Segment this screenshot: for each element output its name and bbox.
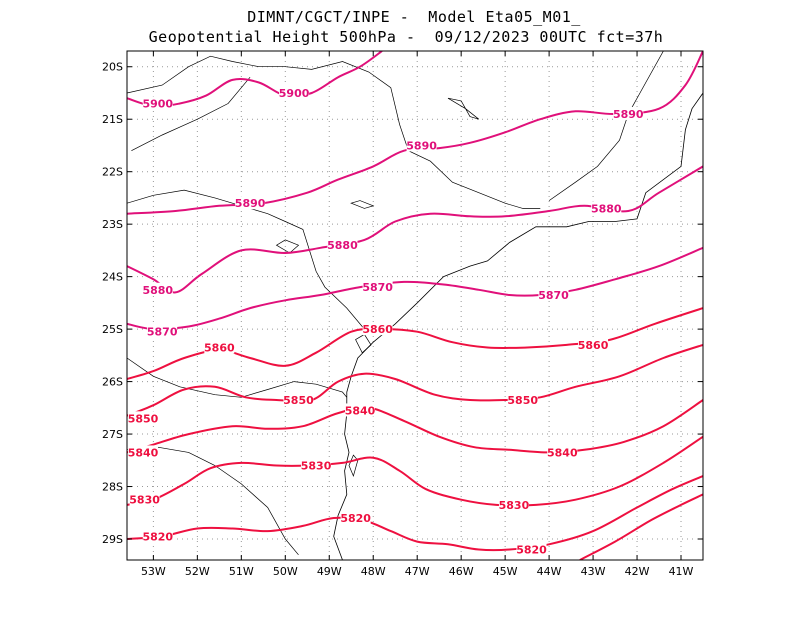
contour-label-5840-0: 5840 [128,446,159,459]
contour-label-bg-5860-0 [204,340,235,354]
contour-label-bg-5870-1 [362,280,393,294]
lon-tick-label-46W: 46W [449,565,474,578]
state-border-1 [127,357,348,398]
lake-outline-2 [350,200,375,209]
lat-tick-label-24S: 24S [102,271,123,284]
lon-tick-label-41W: 41W [669,565,694,578]
contour-label-bg-5820-2 [516,542,547,556]
contour-label-5840-1: 5840 [345,404,376,417]
contour-label-5870-1: 5870 [362,281,393,294]
contour-label-5850-0: 5850 [128,412,159,425]
lat-tick-label-20S: 20S [102,61,123,74]
lon-tick-label-53W: 53W [141,565,166,578]
contour-label-5820-2: 5820 [516,544,547,557]
contour-label-5830-2: 5830 [499,499,530,512]
state-border-5 [131,76,251,152]
contour-label-bg-5850-0 [128,411,158,425]
lon-tick-label-44W: 44W [537,565,562,578]
contour-label-5890-1: 5890 [406,139,437,152]
contour-line-5810 [579,493,703,560]
contour-label-5900-0: 5900 [142,97,173,110]
contour-label-5880-1: 5880 [327,239,358,252]
lon-tick-label-48W: 48W [361,565,386,578]
contour-label-5840-2: 5840 [547,446,578,459]
contour-label-bg-5820-0 [142,529,173,543]
plot-frame [126,50,704,561]
lon-tick-label-51W: 51W [229,565,254,578]
lon-tick-label-52W: 52W [185,565,210,578]
lon-tick-label-43W: 43W [581,565,606,578]
contour-label-bg-5860-1 [362,322,393,336]
lat-tick-label-27S: 27S [102,428,123,441]
contour-label-bg-5830-2 [498,497,529,511]
contour-line-5850 [127,343,703,417]
contour-label-5850-1: 5850 [283,394,314,407]
contour-label-bg-5830-1 [301,458,332,472]
contour-label-bg-5840-1 [345,403,376,417]
contour-label-5860-2: 5860 [578,339,609,352]
lon-tick-label-49W: 49W [317,565,342,578]
contour-label-bg-5890-1 [406,138,437,152]
contour-label-5870-2: 5870 [538,289,569,302]
contour-label-bg-5890-0 [235,196,266,210]
map-title-line-1: DIMNT/CGCT/INPE - Model Eta05_M01_ [247,8,581,26]
contour-label-bg-5840-2 [547,445,578,459]
contour-label-bg-5860-2 [578,337,609,351]
contour-line-5870 [127,246,703,331]
contour-label-5830-0: 5830 [129,494,160,507]
lon-tick-label-50W: 50W [273,565,298,578]
contour-label-5850-2: 5850 [507,394,538,407]
contour-label-5830-1: 5830 [301,460,332,473]
map-title-line-2: Geopotential Height 500hPa - 09/12/2023 … [148,28,664,46]
lat-tick-label-23S: 23S [102,218,123,231]
contour-label-bg-5890-2 [613,106,644,120]
state-border-3 [127,55,541,209]
state-border-0 [127,189,365,330]
island-outline-0 [355,333,372,354]
contour-label-5870-0: 5870 [147,326,178,339]
contour-label-5890-2: 5890 [613,108,644,121]
state-border-4 [548,51,664,201]
contour-label-bg-5820-1 [340,511,371,525]
contour-line-5840 [127,399,703,454]
contour-label-bg-5850-1 [283,392,314,406]
lat-tick-label-21S: 21S [102,113,123,126]
contour-label-5880-0: 5880 [142,284,173,297]
contour-label-bg-5840-0 [128,445,158,459]
contour-label-5860-1: 5860 [362,323,393,336]
lon-tick-label-47W: 47W [405,565,430,578]
lat-tick-label-22S: 22S [102,166,123,179]
lon-tick-label-45W: 45W [493,565,518,578]
lat-tick-label-29S: 29S [102,533,123,546]
contour-line-5890 [127,51,703,215]
contour-label-bg-5880-1 [327,238,358,252]
contour-label-5890-0: 5890 [235,197,266,210]
contour-label-bg-5900-0 [142,96,173,110]
lat-tick-label-25S: 25S [102,323,123,336]
contour-line-5820 [127,475,703,552]
contour-label-bg-5880-2 [591,201,622,215]
contour-label-bg-5830-0 [129,492,160,506]
contour-label-bg-5900-1 [279,85,310,99]
contour-label-bg-5870-2 [538,288,569,302]
lat-tick-label-28S: 28S [102,481,123,494]
contour-label-5820-1: 5820 [340,512,371,525]
state-border-2 [127,446,299,556]
contour-label-5820-0: 5820 [142,530,173,543]
island-outline-1 [348,454,359,478]
contour-line-5880 [127,165,703,294]
lake-outline-1 [275,239,300,254]
contour-label-5860-0: 5860 [204,341,235,354]
contour-label-5880-2: 5880 [591,202,622,215]
contour-line-5830 [127,435,703,507]
lon-tick-label-42W: 42W [625,565,650,578]
contour-label-bg-5880-0 [142,282,173,296]
lake-outline-0 [447,97,480,120]
contour-label-bg-5870-0 [147,324,178,338]
lat-tick-label-26S: 26S [102,376,123,389]
contour-label-5900-1: 5900 [279,87,310,100]
contour-label-bg-5850-2 [507,392,538,406]
